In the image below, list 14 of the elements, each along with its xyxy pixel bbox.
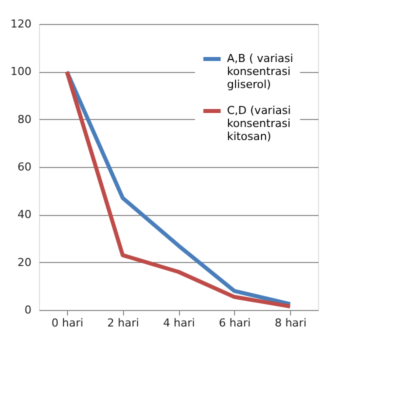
y-tick-label: 0 xyxy=(24,304,32,316)
legend-label: C,D (variasi konsentrasi kitosan) xyxy=(227,104,291,143)
x-tick-label: 8 hari xyxy=(274,316,306,330)
y-tick-label: 80 xyxy=(18,112,32,126)
legend-label: A,B ( variasi konsentrasi gliserol) xyxy=(227,52,294,91)
x-tick-label: 6 hari xyxy=(218,316,251,330)
y-tick-label: 120 xyxy=(10,18,32,30)
x-tick-label: 2 hari xyxy=(107,316,140,330)
y-tick-label: 100 xyxy=(10,65,32,78)
x-tick-label: 0 hari xyxy=(52,316,84,330)
y-tick-label: 40 xyxy=(18,208,32,222)
y-tick-label: 20 xyxy=(18,256,32,269)
x-tick-label: 4 hari xyxy=(163,316,195,330)
y-tick-label: 60 xyxy=(18,160,32,174)
